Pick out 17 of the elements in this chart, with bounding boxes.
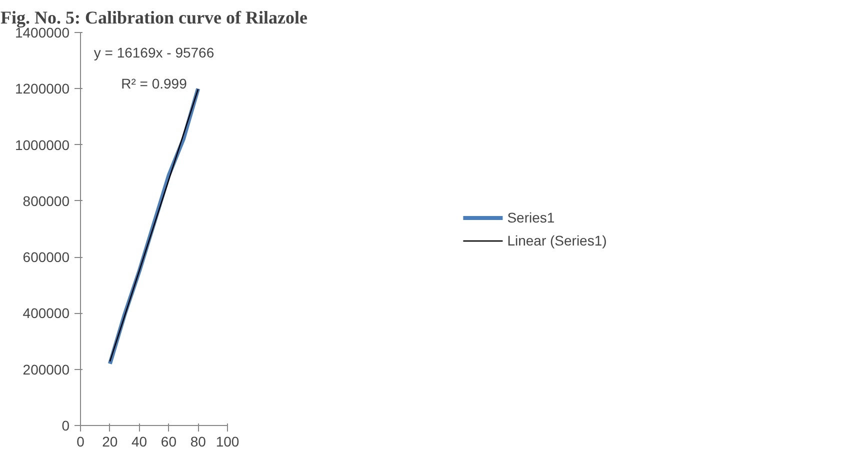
y-tick-label: 400000 xyxy=(22,305,70,322)
y-tick-label: 200000 xyxy=(22,361,70,378)
x-tick-label: 20 xyxy=(102,434,118,449)
legend-label: Series1 xyxy=(507,209,555,225)
annotation: y = 16169x - 95766 xyxy=(94,44,214,61)
annotation: R² = 0.999 xyxy=(121,75,188,92)
x-tick-label: 0 xyxy=(76,434,85,449)
x-tick-label: 40 xyxy=(132,434,148,449)
y-tick-label: 1000000 xyxy=(14,136,70,153)
x-tick-label: 60 xyxy=(160,434,177,449)
x-tick-label: 100 xyxy=(216,434,240,449)
legend-label: Linear (Series1) xyxy=(507,232,607,248)
x-tick-label: 80 xyxy=(190,434,206,449)
y-tick-label: 600000 xyxy=(22,249,70,266)
y-tick-label: 1200000 xyxy=(14,80,70,97)
y-tick-label: 800000 xyxy=(22,192,70,209)
y-tick-label: 0 xyxy=(62,418,70,434)
